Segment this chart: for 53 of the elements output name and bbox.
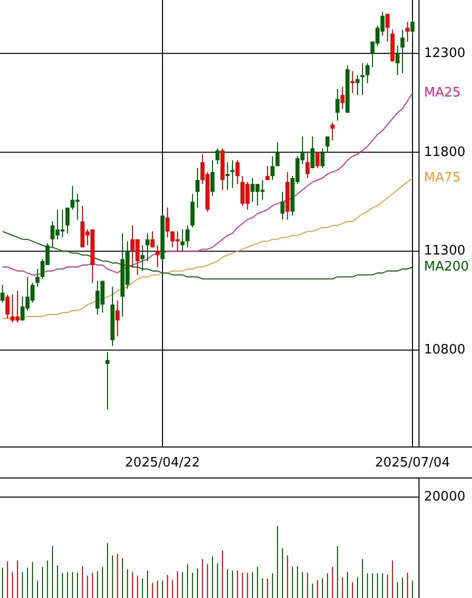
candlestick [316,152,320,169]
candlestick [320,148,324,169]
candlestick [280,191,284,220]
x-tick-label: 2025/04/22 [125,456,200,470]
candlestick [230,160,234,188]
candlestick [386,13,390,42]
candlestick [190,193,194,228]
candlestick [116,300,120,337]
candlestick [180,228,184,252]
candlestick [330,122,334,141]
candlestick [266,166,270,180]
candlestick [150,230,154,248]
candlestick [236,160,240,184]
candlestick [410,19,414,36]
candlestick [350,70,354,94]
candlestick [336,88,340,122]
candlestick [166,207,170,238]
series-label: MA75 [424,170,461,186]
candlestick [306,152,310,179]
candlestick [36,268,40,288]
candlestick [196,168,200,208]
y-tick-label: 11800 [424,144,466,160]
candlestick [396,44,400,76]
candlestick [310,136,314,169]
y-tick-label: 10800 [424,342,466,358]
text: 20000 [424,490,466,505]
candlestick [210,160,214,196]
x-tick-label: 2025/07/04 [375,456,450,470]
candlestick [186,224,190,248]
candlestick [326,136,330,153]
candlestick [140,244,144,272]
candlestick [6,294,10,319]
candlestick [156,244,160,268]
candlestick [106,352,110,410]
series-label: MA200 [424,260,469,275]
candlestick [400,29,404,74]
line-series [2,92,413,276]
y-tick-label: 11300 [424,244,466,259]
candlestick [276,142,280,167]
candlestick [406,21,410,42]
candlestick [270,156,274,180]
series-label: MA25 [424,85,461,100]
candlestick [340,86,344,110]
candlestick [356,74,360,96]
candlestick [216,148,220,165]
candlestick [226,162,230,190]
y-tick-label: 12300 [424,46,466,61]
candlestick [66,207,70,234]
candlestick [146,232,150,262]
candlestick [0,284,4,304]
line-series [2,178,413,319]
candlestick [360,62,364,96]
candlestick [366,62,370,84]
